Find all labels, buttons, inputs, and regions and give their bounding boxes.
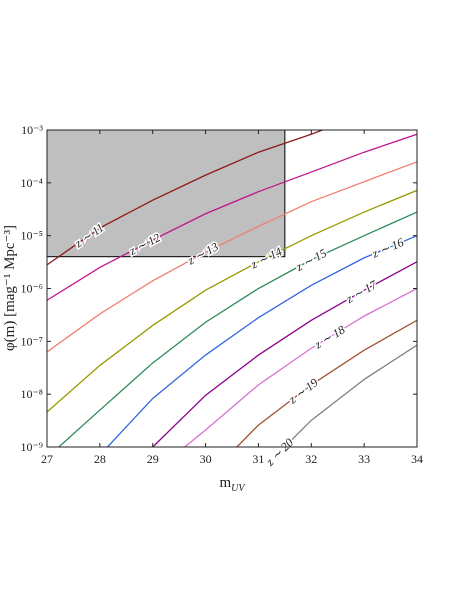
y-tick-label: 10⁻⁸ [20, 387, 43, 401]
series-line [47, 130, 325, 266]
curve-label: z ∼ 17 [343, 277, 380, 306]
x-tick-label: 34 [411, 452, 423, 466]
curve-label: z ∼ 20 [262, 435, 296, 469]
series-line [47, 133, 417, 301]
series-line [152, 261, 417, 447]
x-tick-label: 33 [358, 452, 370, 466]
curve-label: z ∼ 18 [311, 323, 347, 352]
x-axis-label: mUV [219, 475, 246, 494]
x-tick-label: 29 [147, 452, 159, 466]
series-line [47, 189, 417, 413]
curve-label: z ∼ 16 [369, 235, 406, 261]
x-tick-label: 32 [305, 452, 317, 466]
lines [47, 130, 417, 447]
series-line [47, 161, 417, 353]
y-axis-label: φ(m) [mag⁻¹ Mpc⁻³] [2, 225, 18, 351]
series-line [106, 235, 417, 447]
curve-label: z ∼ 15 [293, 246, 329, 274]
x-tick-label: 28 [94, 452, 106, 466]
y-tick-label: 10⁻⁹ [20, 440, 43, 454]
y-tick-label: 10⁻³ [21, 123, 43, 137]
x-tick-label: 30 [200, 452, 212, 466]
y-tick-label: 10⁻⁶ [20, 282, 43, 296]
y-tick-label: 10⁻⁷ [20, 334, 43, 348]
curve-label: z ∼ 19 [285, 375, 320, 407]
y-tick-label: 10⁻⁵ [20, 229, 43, 243]
x-label-main: m [219, 475, 231, 491]
x-label-sub: UV [231, 483, 246, 494]
x-tick-label: 27 [41, 452, 53, 466]
y-tick-label: 10⁻⁴ [20, 176, 43, 190]
series-line [183, 287, 417, 447]
x-tick-label: 31 [252, 452, 264, 466]
series-line [57, 211, 417, 447]
series-line [235, 319, 417, 447]
